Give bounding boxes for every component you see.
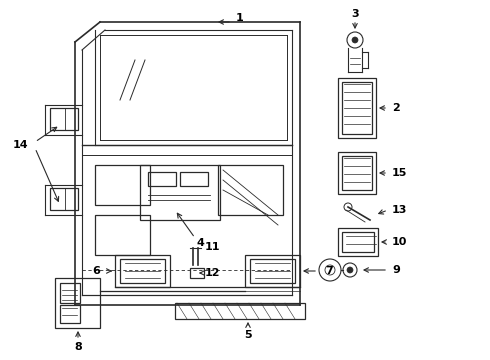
Bar	[115, 255, 170, 287]
Bar	[250, 259, 295, 283]
Bar	[120, 259, 165, 283]
Text: 15: 15	[392, 168, 407, 178]
Bar	[50, 108, 78, 130]
Text: 3: 3	[351, 9, 359, 19]
Bar	[342, 156, 372, 190]
Bar	[55, 278, 100, 328]
Bar	[60, 283, 80, 303]
Bar	[338, 152, 376, 194]
Bar	[342, 82, 372, 134]
Bar	[175, 303, 305, 319]
Text: 12: 12	[205, 268, 220, 278]
Circle shape	[352, 37, 358, 43]
Text: 5: 5	[244, 330, 252, 340]
Text: 2: 2	[392, 103, 400, 113]
Bar	[338, 228, 378, 256]
Text: 9: 9	[392, 265, 400, 275]
Text: 7: 7	[325, 266, 333, 276]
Bar	[95, 165, 150, 205]
Bar	[338, 78, 376, 138]
Text: 6: 6	[92, 266, 100, 276]
Text: 8: 8	[74, 342, 82, 352]
Text: 1: 1	[236, 13, 244, 23]
Bar	[60, 305, 80, 323]
Bar	[95, 215, 150, 255]
Text: 11: 11	[205, 242, 220, 252]
Circle shape	[347, 267, 353, 273]
Bar	[180, 172, 208, 186]
Bar	[140, 165, 220, 220]
Text: 13: 13	[392, 205, 407, 215]
Text: 10: 10	[392, 237, 407, 247]
Bar	[218, 165, 283, 215]
Bar	[190, 268, 204, 278]
Bar	[50, 188, 78, 210]
Bar	[148, 172, 176, 186]
Bar	[245, 255, 300, 287]
Text: 14: 14	[12, 140, 28, 150]
Text: 4: 4	[196, 238, 204, 248]
Bar	[342, 232, 374, 252]
